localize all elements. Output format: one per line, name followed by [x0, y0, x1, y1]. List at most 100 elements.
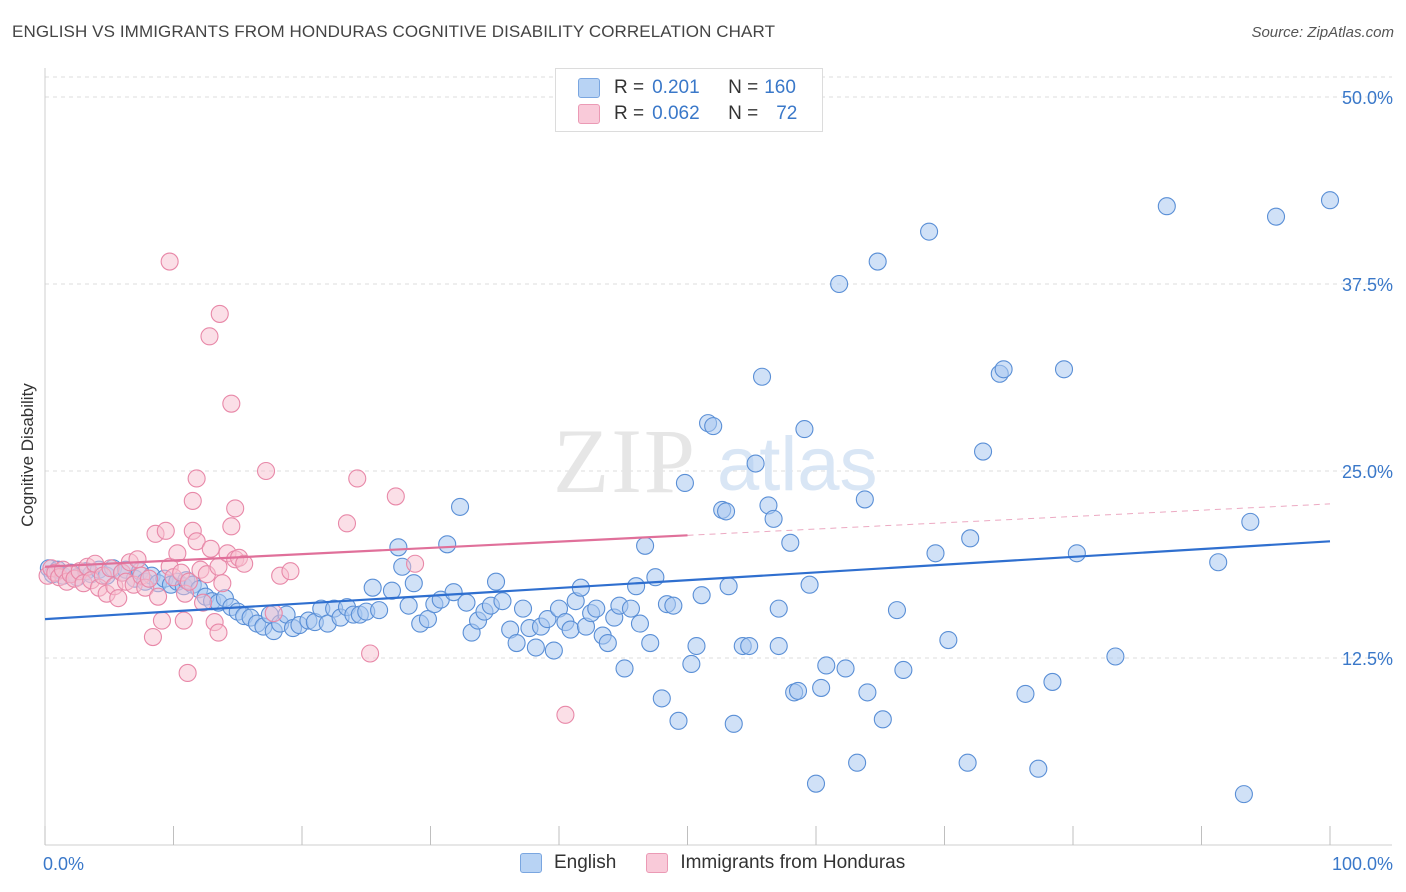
english-point: [704, 417, 723, 436]
honduras-point: [281, 562, 300, 581]
legend-label-honduras: Immigrants from Honduras: [680, 852, 906, 873]
english-point: [382, 581, 402, 600]
series-legend: English Immigrants from Honduras: [520, 852, 935, 874]
honduras-point: [156, 521, 175, 540]
honduras-point: [386, 487, 405, 506]
english-point: [1157, 197, 1176, 216]
english-point: [746, 454, 765, 473]
english-point: [716, 502, 736, 521]
honduras-point: [201, 539, 220, 558]
english-point: [788, 681, 808, 700]
english-point: [664, 596, 683, 615]
english-point: [920, 222, 939, 241]
honduras-point: [174, 611, 193, 630]
tick-labels: 12.5% 25.0% 37.5% 50.0% 0.0% 100.0%: [43, 88, 1393, 874]
english-trend-line: [44, 540, 1331, 621]
english-point: [812, 678, 831, 697]
english-point: [752, 367, 772, 386]
english-point: [848, 753, 867, 772]
honduras-swatch: [578, 104, 600, 124]
english-point: [457, 593, 476, 612]
english-point: [836, 659, 855, 678]
english-point: [682, 654, 701, 674]
english-swatch: [520, 853, 542, 873]
english-point: [621, 599, 641, 618]
n-value: 160: [764, 77, 796, 98]
honduras-trend-line: [44, 534, 688, 568]
honduras-point: [140, 569, 159, 588]
honduras-point: [210, 304, 229, 323]
honduras-point: [194, 593, 213, 612]
english-point: [1106, 647, 1125, 666]
english-point: [973, 442, 993, 461]
legend-item-english[interactable]: English: [520, 852, 616, 874]
english-point: [1043, 672, 1062, 691]
english-point: [958, 753, 977, 772]
watermark-atlas: atlas: [717, 422, 878, 507]
english-point: [887, 601, 907, 620]
english-point: [1241, 512, 1260, 531]
english-point: [615, 659, 634, 678]
english-point: [769, 636, 788, 656]
honduras-points: [38, 252, 575, 724]
english-point: [641, 633, 660, 653]
english-point: [636, 536, 655, 555]
r-value: 0.201: [652, 77, 700, 98]
honduras-point: [200, 327, 219, 346]
trend-lines: [44, 503, 1331, 621]
english-point: [1209, 553, 1228, 572]
english-point: [538, 610, 557, 629]
english-point: [1266, 207, 1286, 226]
honduras-point: [143, 628, 162, 647]
english-point: [769, 599, 788, 618]
honduras-point: [128, 550, 147, 569]
correlation-legend: R = 0.201 N = 160 R = 0.062 N = 72: [555, 68, 823, 132]
english-point: [598, 633, 617, 653]
english-point: [652, 689, 671, 708]
honduras-point: [226, 499, 245, 518]
english-point: [724, 714, 743, 733]
legend-row-english: R = 0.201 N = 160: [578, 77, 796, 99]
english-point: [800, 575, 819, 594]
honduras-point: [337, 514, 357, 533]
honduras-point: [256, 461, 276, 481]
english-point: [1234, 785, 1253, 804]
english-point: [526, 638, 545, 657]
english-point: [438, 535, 457, 554]
english-point: [544, 641, 563, 660]
honduras-point: [348, 469, 367, 488]
honduras-point: [152, 611, 171, 630]
english-point: [404, 574, 423, 593]
honduras-point: [213, 574, 232, 593]
english-point: [1067, 544, 1086, 563]
english-point: [507, 633, 526, 653]
english-point: [399, 596, 418, 615]
honduras-point: [361, 644, 380, 663]
english-point: [561, 620, 580, 639]
honduras-point: [222, 394, 241, 413]
n-label: N =: [728, 77, 759, 98]
english-point: [764, 509, 783, 528]
legend-row-honduras: R = 0.062 N = 72: [578, 103, 797, 125]
english-point: [817, 656, 836, 675]
y-tick-label: 25.0%: [1342, 462, 1393, 482]
english-point: [687, 636, 706, 656]
english-point: [363, 578, 382, 597]
english-point: [830, 274, 849, 294]
english-point: [719, 577, 738, 596]
source-label: Source: ZipAtlas.com: [1251, 24, 1394, 41]
honduras-point: [235, 554, 254, 573]
english-point: [587, 599, 606, 618]
english-point: [795, 420, 814, 439]
english-swatch: [578, 78, 600, 98]
watermark-zip: ZIP: [553, 410, 697, 512]
english-point: [858, 683, 877, 702]
english-point: [370, 601, 389, 620]
r-label: R =: [614, 77, 645, 98]
y-tick-label: 37.5%: [1342, 275, 1393, 295]
axes: [44, 68, 1392, 846]
legend-item-honduras[interactable]: Immigrants from Honduras: [646, 852, 905, 874]
english-point: [1054, 360, 1074, 379]
english-point: [513, 599, 533, 618]
